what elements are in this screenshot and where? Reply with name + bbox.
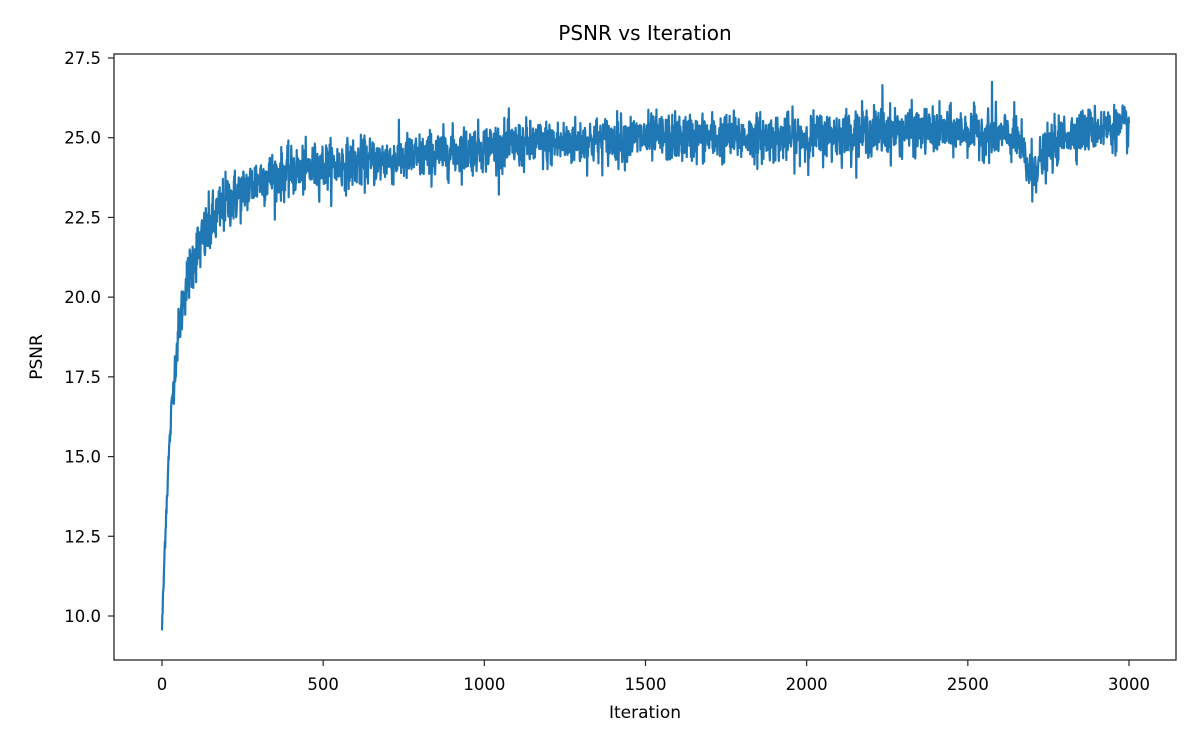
y-tick-label: 25.0 <box>64 129 101 148</box>
y-tick-label: 27.5 <box>64 49 101 68</box>
x-axis-label: Iteration <box>609 703 681 723</box>
x-tick-label: 500 <box>307 675 339 694</box>
y-tick-label: 15.0 <box>64 448 101 467</box>
psnr-series-path <box>160 80 1131 631</box>
y-tick-label: 17.5 <box>64 368 101 387</box>
x-tick-label: 0 <box>157 675 168 694</box>
y-tick-label: 10.0 <box>64 607 101 626</box>
y-axis-ticks: 10.0 12.5 15.0 17.5 20.0 22.5 25.0 27.5 <box>64 49 114 626</box>
x-tick-label: 3000 <box>1108 675 1150 694</box>
x-tick-label: 2000 <box>786 675 828 694</box>
x-tick-label: 2500 <box>947 675 989 694</box>
psnr-line <box>160 80 1131 631</box>
y-tick-label: 12.5 <box>64 527 101 546</box>
x-tick-label: 1000 <box>463 675 505 694</box>
y-tick-label: 20.0 <box>64 288 101 307</box>
x-axis-ticks: 0 500 1000 1500 2000 2500 3000 <box>157 660 1150 694</box>
y-tick-label: 22.5 <box>64 208 101 227</box>
y-axis-label: PSNR <box>27 334 47 380</box>
x-tick-label: 1500 <box>625 675 667 694</box>
chart-title: PSNR vs Iteration <box>558 21 731 45</box>
